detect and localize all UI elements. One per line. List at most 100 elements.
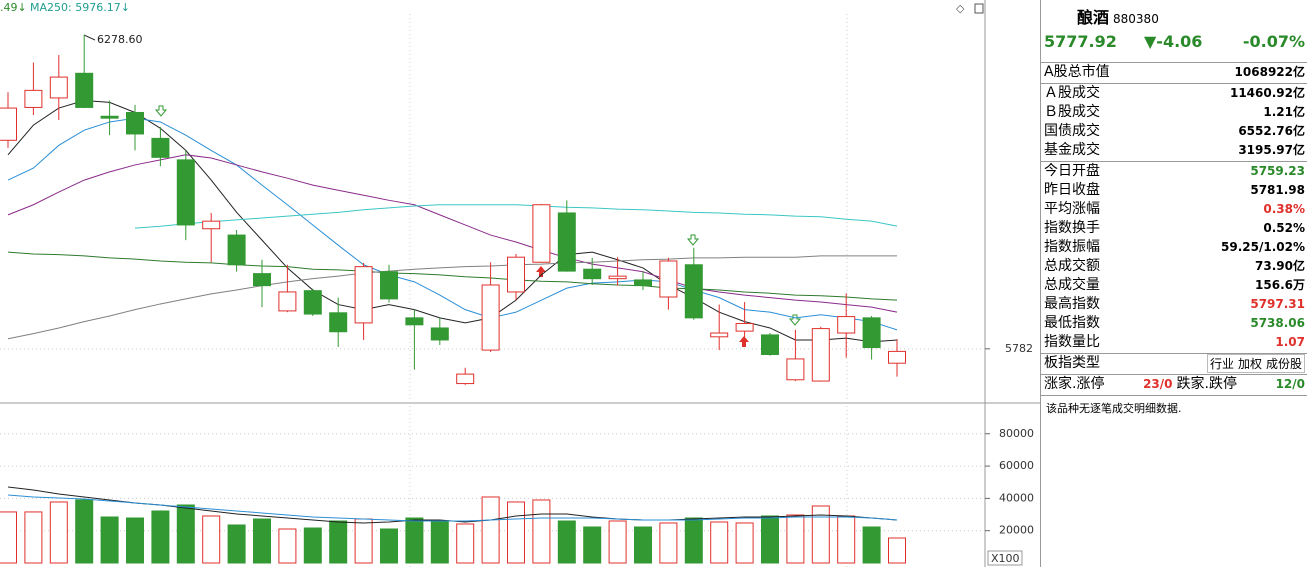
candle-body — [761, 334, 779, 356]
ma-line — [7, 255, 897, 340]
volume-bar — [430, 521, 449, 564]
candle-body — [684, 264, 703, 319]
volume-bar — [684, 517, 703, 564]
candle-body — [151, 137, 170, 158]
stat-label: 指数量比 — [1044, 334, 1100, 350]
volume-bar — [126, 517, 144, 564]
candle-body — [430, 327, 449, 341]
stat-row: 指数量比 1.07 — [1041, 333, 1307, 352]
stat-row: Ｂ股成交 1.21亿 — [1041, 103, 1307, 122]
candle-body — [405, 317, 424, 326]
volume-bar — [507, 501, 525, 564]
panel-title: 酿酒 880380 — [1077, 4, 1159, 28]
volume-bar — [151, 510, 170, 564]
stat-label: 板指类型 — [1044, 355, 1100, 371]
stat-label: 今日开盘 — [1044, 163, 1100, 179]
signal-up — [536, 266, 546, 277]
volume-bar — [303, 527, 322, 564]
candle-body — [329, 312, 348, 333]
volume-bar — [888, 537, 906, 564]
code: 880380 — [1113, 12, 1159, 26]
unit-box — [987, 550, 1023, 566]
ma-line — [7, 117, 898, 331]
volume-bar — [786, 514, 805, 564]
volume-bar — [227, 524, 246, 564]
volume-bar — [100, 516, 119, 564]
candle-body — [100, 115, 119, 119]
stat-value: 12/0 — [1275, 377, 1305, 391]
volume-bar — [253, 518, 271, 564]
candle-body — [532, 204, 551, 263]
high-label: 6278.60 — [97, 33, 143, 46]
candle-body — [278, 291, 297, 312]
stat-table: A股总市值 1068922亿 Ａ股成交 11460.92亿 Ｂ股成交 1.21亿 国债成交 6… — [1041, 62, 1307, 416]
stat-label: 最高指数 — [1044, 296, 1100, 312]
chart: .49↓ MA250: 5976.17↓ ◇ 6278.60 5782 80000… — [0, 0, 1040, 567]
volume-bar — [557, 520, 576, 564]
volume-bar — [761, 515, 779, 564]
stat-label: 涨家.涨停 — [1044, 376, 1105, 392]
info-panel: 酿酒 880380 5777.92 ▼-4.06 -0.07% A股总市值 1068… — [1040, 0, 1307, 567]
stat-value: 3195.97亿 — [1238, 143, 1305, 157]
stat-value: 156.6万 — [1255, 278, 1305, 292]
ma-line — [7, 494, 898, 522]
stat-value: 5797.31 — [1250, 297, 1305, 311]
candle-body — [786, 358, 805, 381]
candle-body — [126, 111, 144, 135]
stat-label: 总成交量 — [1044, 277, 1100, 293]
stat-value: 5781.98 — [1250, 183, 1305, 197]
stat-row: 指数换手 0.52% — [1041, 219, 1307, 238]
ma-line — [7, 99, 898, 343]
stat-row: 总成交额 73.90亿 — [1041, 257, 1307, 276]
type-option[interactable]: 行业 — [1209, 357, 1234, 371]
candle-body — [227, 234, 246, 266]
title: 酿酒 — [1077, 8, 1110, 27]
stat-row: 昨日收盘 5781.98 — [1041, 181, 1307, 200]
stat-label: 平均涨幅 — [1044, 201, 1100, 217]
candle-body — [253, 273, 271, 287]
stat-row: Ａ股成交 11460.92亿 — [1041, 83, 1307, 103]
candle-body — [49, 76, 68, 99]
type-options: 行业 加权 成份股 — [1206, 354, 1305, 373]
candle-body — [888, 350, 906, 364]
stat-label: 指数振幅 — [1044, 239, 1100, 255]
candle-body — [0, 107, 17, 141]
signal-down — [788, 314, 802, 326]
candle-body — [75, 72, 94, 108]
volume-bar — [659, 522, 678, 564]
candle-body — [380, 271, 398, 300]
candle-body — [557, 212, 576, 272]
stat-label: 总成交额 — [1044, 258, 1100, 274]
stat-label: 基金成交 — [1044, 142, 1100, 158]
candle-body — [202, 220, 221, 230]
type-option[interactable]: 加权 — [1237, 357, 1262, 371]
stat-value: 11460.92亿 — [1229, 86, 1305, 100]
y-tick-label: 5782 — [1005, 342, 1033, 355]
note: 该品种无逐笔成交明细数据. — [1041, 395, 1307, 416]
y-tick-label: 20000 — [999, 524, 1034, 537]
volume-bar — [278, 528, 297, 564]
volume-bar — [634, 526, 652, 564]
volume-bar — [583, 526, 602, 564]
volume-bar — [354, 518, 373, 564]
pct: -0.07% — [1242, 32, 1305, 51]
stat-row: 国债成交 6552.76亿 — [1041, 122, 1307, 141]
signal-down — [154, 105, 168, 117]
type-option[interactable]: 成份股 — [1265, 357, 1302, 371]
candle-body — [811, 328, 830, 382]
legend: MA250: 5976.17↓ — [30, 1, 130, 14]
ma-line — [134, 204, 898, 229]
volume-bar — [405, 517, 424, 564]
candle-body — [608, 275, 627, 280]
candle-body — [354, 266, 373, 324]
stat-row: 最高指数 5797.31 — [1041, 295, 1307, 314]
candle-body — [710, 332, 729, 338]
stat-value: 5738.06 — [1250, 316, 1305, 330]
volume-bar — [24, 511, 43, 564]
leader — [83, 34, 96, 41]
stat-value: 73.90亿 — [1255, 259, 1305, 273]
volume-bar — [608, 520, 627, 564]
candle-body — [634, 279, 652, 287]
signal-down — [686, 234, 700, 246]
candle-body — [481, 284, 500, 351]
